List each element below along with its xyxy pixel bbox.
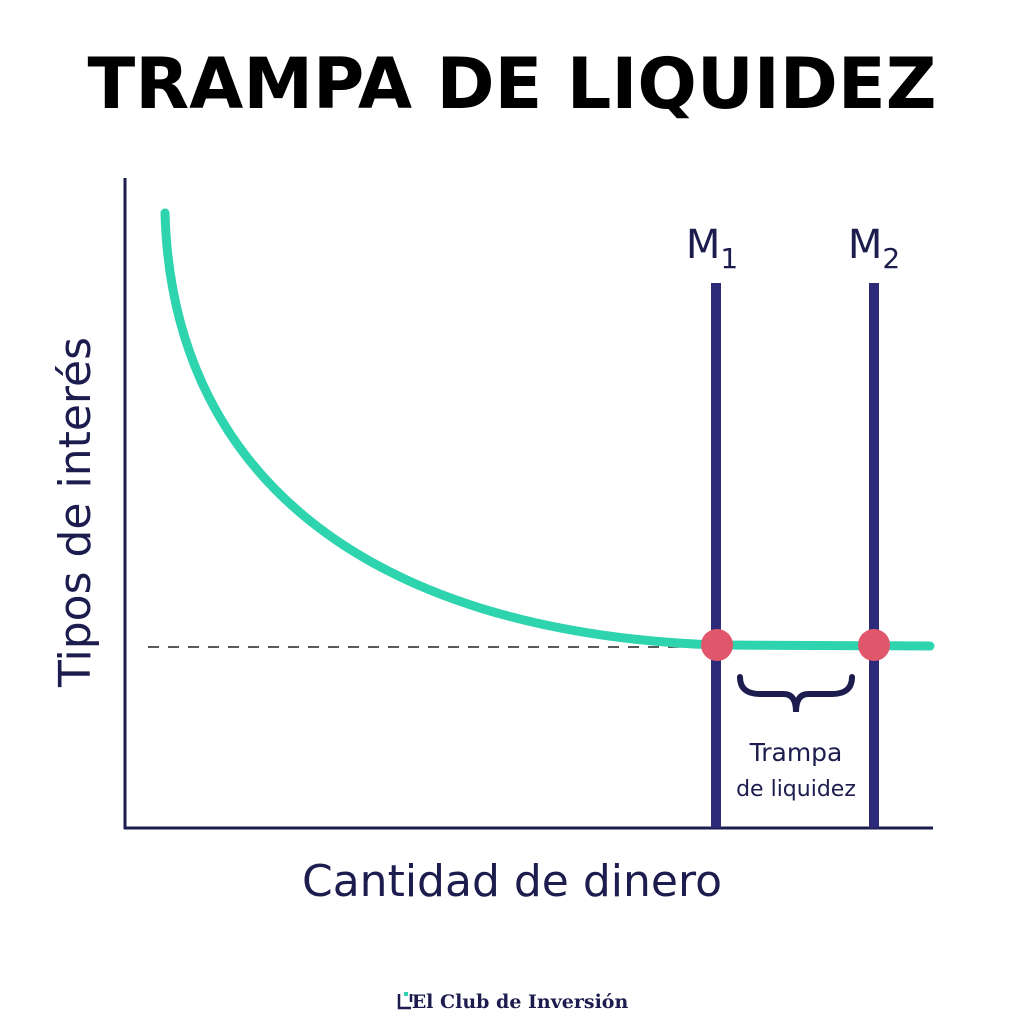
line-subscript: 2 bbox=[882, 242, 900, 275]
annotation-text: Trampa bbox=[749, 738, 843, 767]
logo-icon bbox=[397, 994, 413, 1010]
x-axis-label: Cantidad de dinero bbox=[302, 856, 722, 907]
line-letter: M bbox=[848, 222, 883, 268]
demand-curve bbox=[160, 208, 935, 651]
line-label: M2 bbox=[848, 222, 900, 275]
y-axis-label: Tipos de interés bbox=[50, 337, 101, 688]
annotation-text: de liquidez bbox=[736, 777, 856, 802]
intersection-point bbox=[858, 629, 890, 661]
logo-dot bbox=[404, 992, 408, 996]
footer-logo bbox=[397, 992, 413, 1010]
intersection-point bbox=[701, 629, 733, 661]
line-letter: M bbox=[686, 222, 721, 268]
brace bbox=[737, 674, 855, 713]
title: TRAMPA DE LIQUIDEZ bbox=[88, 43, 937, 125]
line-subscript: 1 bbox=[720, 242, 738, 275]
footer-brand: El Club de Inversión bbox=[412, 991, 629, 1013]
line-label: M1 bbox=[686, 222, 738, 275]
